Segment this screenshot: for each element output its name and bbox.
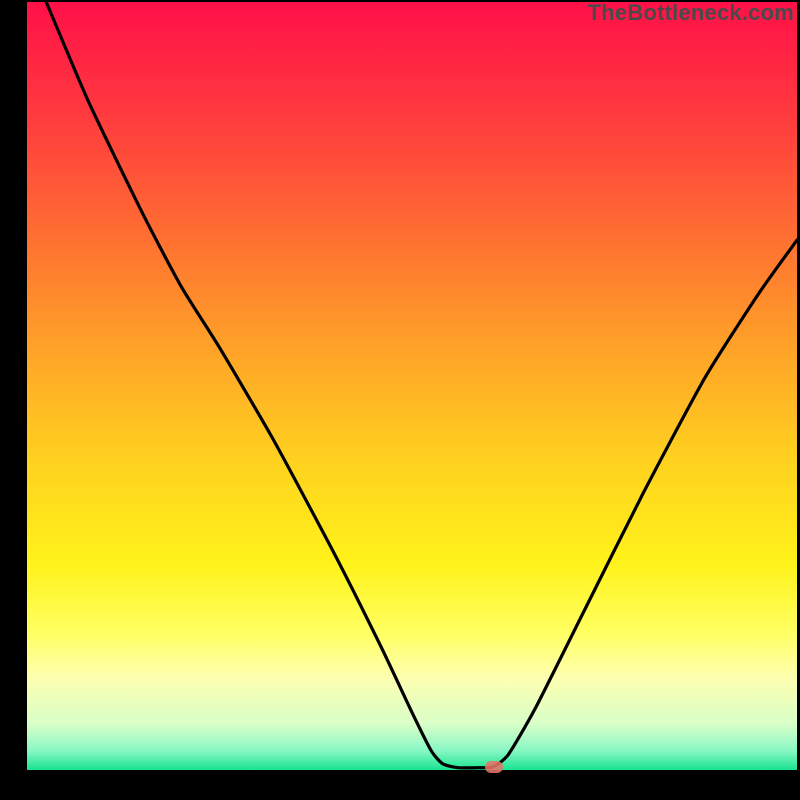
optimum-marker — [485, 761, 503, 773]
chart-canvas: TheBottleneck.com — [0, 0, 800, 800]
watermark-text: TheBottleneck.com — [588, 0, 794, 26]
bottleneck-curve — [27, 2, 797, 770]
plot-area — [27, 2, 797, 770]
